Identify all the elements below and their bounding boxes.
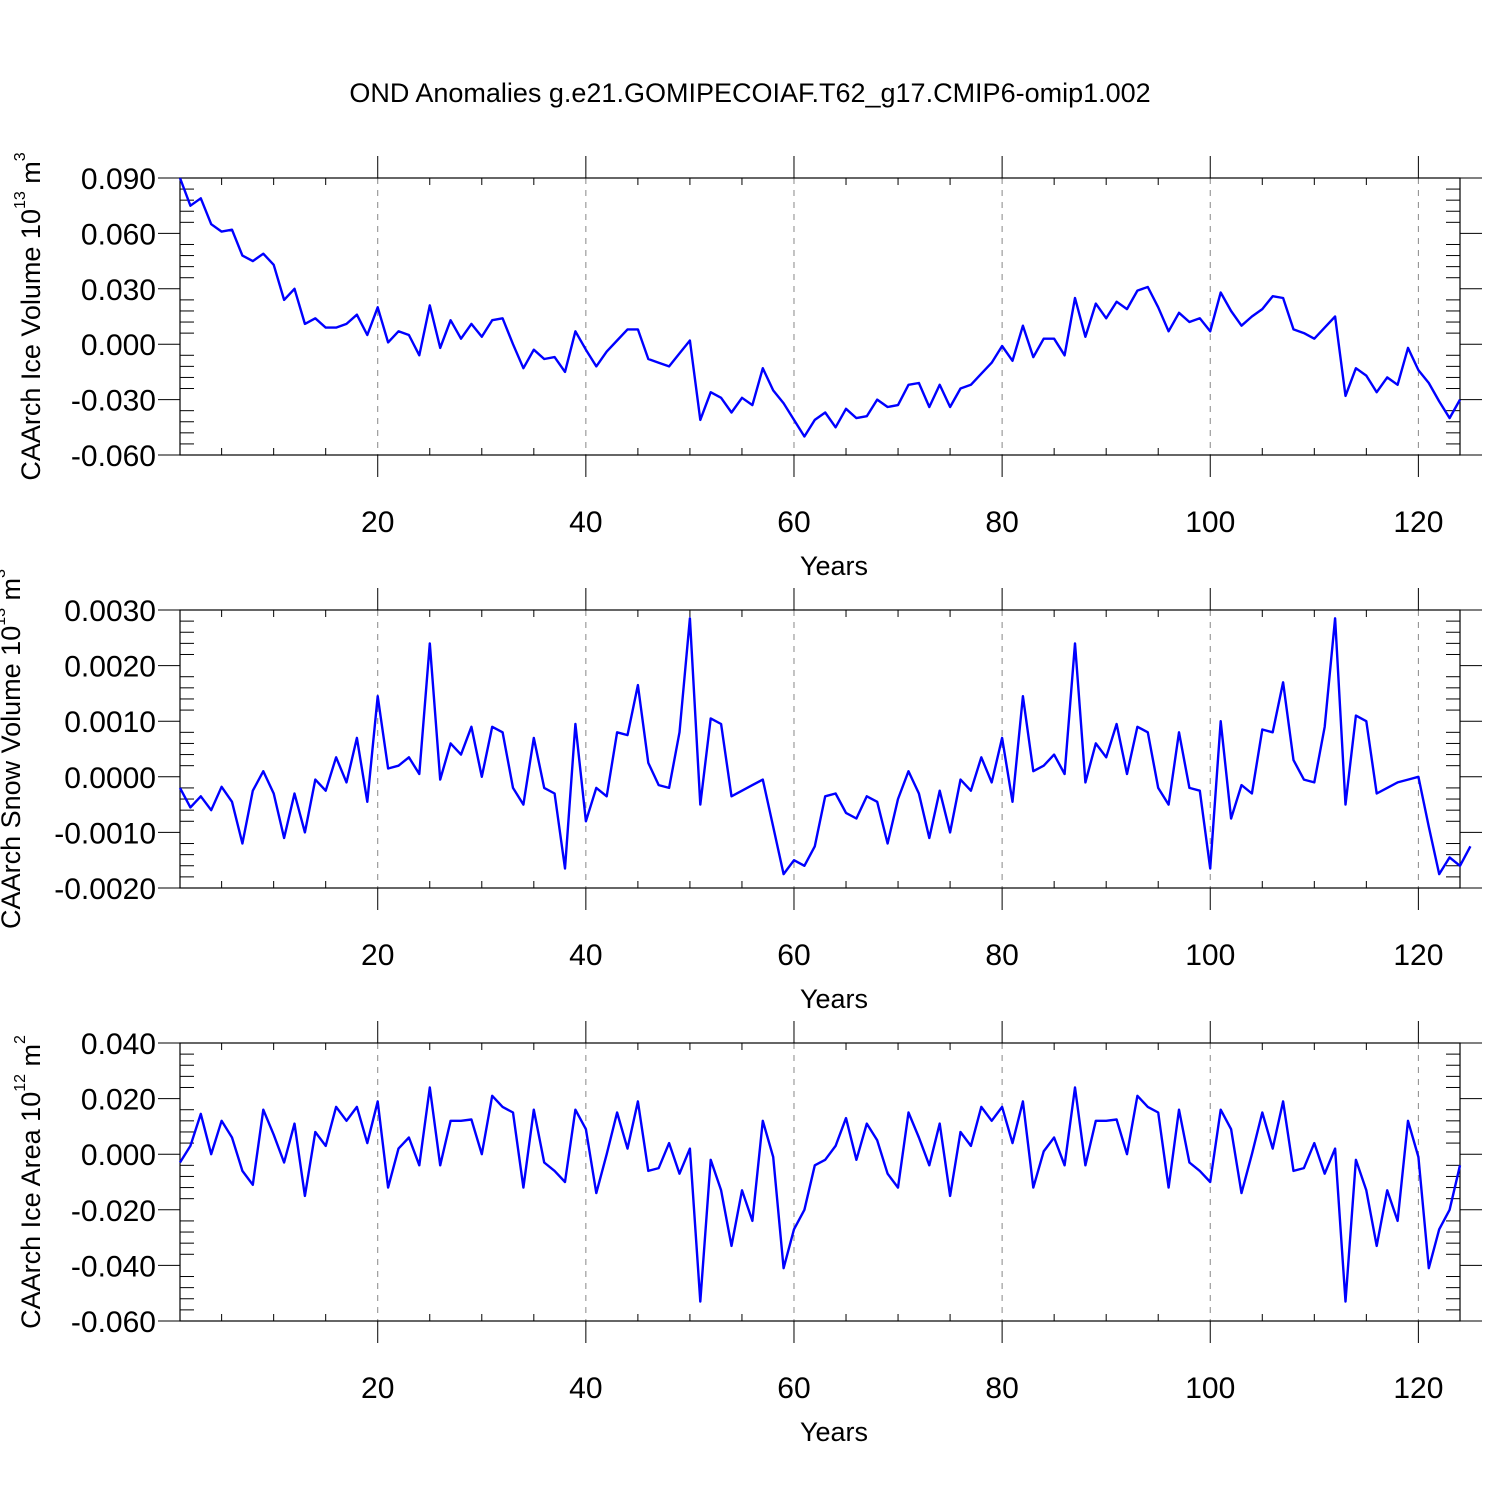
xtick-label-120: 120 [1393, 506, 1443, 539]
xtick-label-40: 40 [569, 1372, 602, 1405]
ytick-label-0.090: 0.090 [81, 163, 156, 196]
xtick-label-100: 100 [1185, 939, 1235, 972]
ytick-label--0.060: -0.060 [71, 440, 156, 473]
plot-frame [179, 177, 1461, 456]
xtick-label-80: 80 [985, 506, 1018, 539]
xtick-label-60: 60 [777, 1372, 810, 1405]
ytick-label-0.000: 0.000 [81, 329, 156, 362]
ytick-label--0.030: -0.030 [71, 385, 156, 418]
xtick-label-40: 40 [569, 939, 602, 972]
panel-3: 20 40 60 80 100 120 -0.060 -0.040 -0.020 0.000 0.0… [12, 1021, 1482, 1447]
ytick-label-0.040: 0.040 [81, 1028, 156, 1061]
xtick-label-20: 20 [361, 506, 394, 539]
xtick-label-100: 100 [1185, 1372, 1235, 1405]
ytick-label-0.0010: 0.0010 [64, 706, 156, 739]
plot-frame [179, 1042, 1461, 1322]
series-line-ice_volume [178, 177, 1462, 438]
chart-title: OND Anomalies g.e21.GOMIPECOIAF.T62_g17.… [349, 78, 1151, 108]
plot-frame [179, 609, 1461, 889]
ytick-label-0.020: 0.020 [81, 1084, 156, 1117]
xlabel: Years [800, 1417, 868, 1447]
xtick-label-120: 120 [1393, 939, 1443, 972]
series-line-snow_volume [178, 617, 1472, 876]
xtick-label-40: 40 [569, 506, 602, 539]
ylabel: CAArch Ice Volume 1013 m3 [12, 152, 46, 480]
xtick-label-20: 20 [361, 1372, 394, 1405]
ylabel: CAArch Ice Area 1012 m2 [12, 1035, 46, 1329]
panel-1: 20 40 60 80 100 120 -0.060 -0.030 0.000 0.030 0.06… [12, 152, 1482, 581]
xtick-label-20: 20 [361, 939, 394, 972]
xlabel: Years [800, 984, 868, 1014]
xtick-label-60: 60 [777, 506, 810, 539]
ylabel: CAArch Snow Volume 1013 m3 [0, 569, 26, 929]
xtick-label-100: 100 [1185, 506, 1235, 539]
ytick-label--0.0020: -0.0020 [54, 873, 156, 906]
ytick-label-0.000: 0.000 [81, 1139, 156, 1172]
ytick-label--0.0010: -0.0010 [54, 817, 156, 850]
xlabel: Years [800, 551, 868, 581]
ytick-label-0.0000: 0.0000 [64, 762, 156, 795]
xtick-label-80: 80 [985, 939, 1018, 972]
ytick-label-0.030: 0.030 [81, 274, 156, 307]
ytick-label--0.060: -0.060 [71, 1306, 156, 1339]
ytick-label--0.040: -0.040 [71, 1250, 156, 1283]
xtick-label-60: 60 [777, 939, 810, 972]
panel-2: 20 40 60 80 100 120 -0.0020 -0.0010 0.0000 0.0010… [0, 569, 1482, 1014]
xtick-label-80: 80 [985, 1372, 1018, 1405]
ytick-label-0.060: 0.060 [81, 218, 156, 251]
ytick-label-0.0030: 0.0030 [64, 595, 156, 628]
series-line-ice_area [178, 1086, 1462, 1303]
ytick-label--0.020: -0.020 [71, 1195, 156, 1228]
xtick-label-120: 120 [1393, 1372, 1443, 1405]
ytick-label-0.0020: 0.0020 [64, 651, 156, 684]
